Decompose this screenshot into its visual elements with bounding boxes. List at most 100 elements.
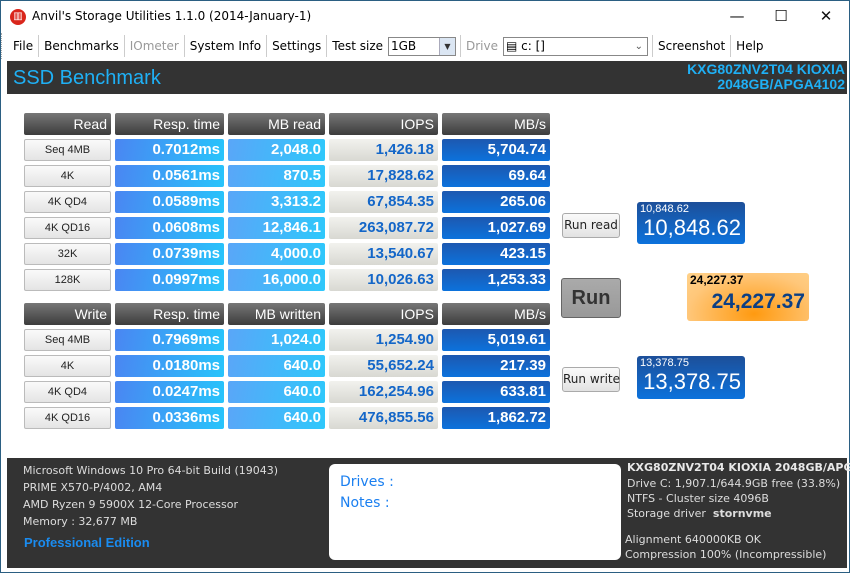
write-header-test-label: Write [24, 303, 111, 325]
write-resp-time: 0.0180ms [115, 355, 224, 377]
read-score-value: 10,848.62 [643, 215, 741, 240]
drive-value: c: [] [521, 38, 545, 53]
read-resp-time: 0.0608ms [115, 217, 224, 239]
read-mb-value: 870.5 [228, 165, 325, 187]
page-title: SSD Benchmark [13, 67, 161, 89]
read-iops: 10,026.63 [329, 269, 438, 291]
menu-settings[interactable]: Settings [267, 35, 328, 57]
read-header-iops: IOPS [329, 113, 438, 135]
total-score: 24,227.37 24,227.37 [687, 273, 809, 321]
write-mb-per-s: 5,019.61 [442, 329, 550, 351]
menu-file[interactable]: File [8, 35, 40, 57]
read-mb-per-s: 265.06 [442, 191, 550, 213]
total-score-value: 24,227.37 [711, 290, 805, 313]
write-header-mb-per-s: MB/s [442, 303, 550, 325]
drive-model-info: KXG80ZNV2T04 KIOXIA 2048GB/APGA4 [627, 461, 850, 474]
minimize-button[interactable]: — [729, 7, 745, 25]
notes-label: Notes : [340, 495, 390, 511]
test-size-select[interactable]: 1GB ▼ [388, 36, 456, 56]
read-header-resp-time: Resp. time [115, 113, 224, 135]
maximize-button[interactable]: ☐ [774, 7, 788, 25]
read-resp-time: 0.7012ms [115, 139, 224, 161]
app-icon: ▥ [10, 9, 26, 25]
header-band: SSD Benchmark KXG80ZNV2T04 KIOXIA 2048GB/… [7, 61, 847, 94]
read-test-label-button[interactable]: 128K [24, 269, 111, 291]
write-score-value: 13,378.75 [643, 369, 741, 394]
write-iops: 476,855.56 [329, 407, 438, 429]
write-test-label-button[interactable]: Seq 4MB [24, 329, 111, 351]
model-line: 2048GB/APGA4102 [717, 76, 845, 92]
write-header-mb-value: MB written [228, 303, 325, 325]
write-header-resp-time: Resp. time [115, 303, 224, 325]
menu-help[interactable]: Help [736, 39, 764, 53]
write-mb-value: 640.0 [228, 407, 325, 429]
write-iops: 1,254.90 [329, 329, 438, 351]
memory-info: Memory : 32,677 MB [23, 515, 138, 528]
read-mb-per-s: 1,027.69 [442, 217, 550, 239]
read-mb-per-s: 5,704.74 [442, 139, 550, 161]
alignment-info: Alignment 640000KB OK [625, 533, 761, 546]
run-button[interactable]: Run [561, 278, 621, 318]
filesystem-info: NTFS - Cluster size 4096B [627, 492, 769, 505]
read-resp-time: 0.0739ms [115, 243, 224, 265]
read-test-label-button[interactable]: 32K [24, 243, 111, 265]
read-test-label-button[interactable]: 4K QD4 [24, 191, 111, 213]
write-mb-value: 640.0 [228, 381, 325, 403]
read-mb-per-s: 69.64 [442, 165, 550, 187]
read-mb-per-s: 423.15 [442, 243, 550, 265]
write-score: 13,378.75 13,378.75 [637, 356, 745, 399]
read-header-mb-per-s: MB/s [442, 113, 550, 135]
run-read-button[interactable]: Run read [562, 213, 620, 238]
read-header-test-label: Read [24, 113, 111, 135]
test-size-label: Test size [332, 39, 383, 53]
read-test-label-button[interactable]: Seq 4MB [24, 139, 111, 161]
write-mb-value: 640.0 [228, 355, 325, 377]
read-mb-per-s: 1,253.33 [442, 269, 550, 291]
test-size-value: 1GB [391, 38, 417, 53]
drive-model: KXG80ZNV2T04 KIOXIA 2048GB/APGA4102 [687, 62, 845, 92]
compression-info: Compression 100% (Incompressible) [625, 548, 827, 561]
read-score: 10,848.62 10,848.62 [637, 202, 745, 244]
read-iops: 67,854.35 [329, 191, 438, 213]
model-line: KXG80ZNV2T04 KIOXIA [687, 61, 845, 77]
notes-box[interactable]: Drives : Notes : [329, 464, 621, 560]
drive-space-info: Drive C: 1,907.1/644.9GB free (33.8%) [627, 477, 841, 490]
menu-screenshot[interactable]: Screenshot [652, 35, 732, 57]
write-iops: 162,254.96 [329, 381, 438, 403]
edition-label: Professional Edition [24, 535, 150, 550]
read-mb-value: 16,000.0 [228, 269, 325, 291]
read-mb-value: 12,846.1 [228, 217, 325, 239]
write-test-label-button[interactable]: 4K QD16 [24, 407, 111, 429]
drive-label: Drive [460, 35, 503, 57]
drives-label: Drives : [340, 474, 394, 490]
window-title: Anvil's Storage Utilities 1.1.0 (2014-Ja… [32, 9, 312, 23]
board-info: PRIME X570-P/4002, AM4 [23, 481, 163, 494]
read-mb-value: 4,000.0 [228, 243, 325, 265]
drive-select[interactable]: ▤ c: [] ⌄ [503, 36, 648, 56]
write-mb-per-s: 1,862.72 [442, 407, 550, 429]
read-iops: 1,426.18 [329, 139, 438, 161]
read-resp-time: 0.0997ms [115, 269, 224, 291]
read-test-label-button[interactable]: 4K QD16 [24, 217, 111, 239]
read-iops: 263,087.72 [329, 217, 438, 239]
menu-benchmarks[interactable]: Benchmarks [39, 35, 125, 57]
drive-icon: ▤ [506, 38, 522, 53]
read-header-mb-value: MB read [228, 113, 325, 135]
menu-system-info[interactable]: System Info [185, 35, 268, 57]
read-test-label-button[interactable]: 4K [24, 165, 111, 187]
write-resp-time: 0.0247ms [115, 381, 224, 403]
run-write-button[interactable]: Run write [562, 367, 620, 392]
menu-iometer: IOmeter [125, 35, 185, 57]
write-header-iops: IOPS [329, 303, 438, 325]
write-resp-time: 0.7969ms [115, 329, 224, 351]
read-score-small: 10,848.62 [640, 203, 689, 215]
write-mb-per-s: 217.39 [442, 355, 550, 377]
storage-driver-info: Storage driver stornvme [627, 507, 772, 520]
write-mb-per-s: 633.81 [442, 381, 550, 403]
write-resp-time: 0.0336ms [115, 407, 224, 429]
chevron-down-icon: ⌄ [634, 40, 643, 52]
write-test-label-button[interactable]: 4K QD4 [24, 381, 111, 403]
toolbar: File Benchmarks IOmeter System Info Sett… [1, 33, 849, 59]
write-test-label-button[interactable]: 4K [24, 355, 111, 377]
close-button[interactable]: ✕ [819, 7, 833, 25]
